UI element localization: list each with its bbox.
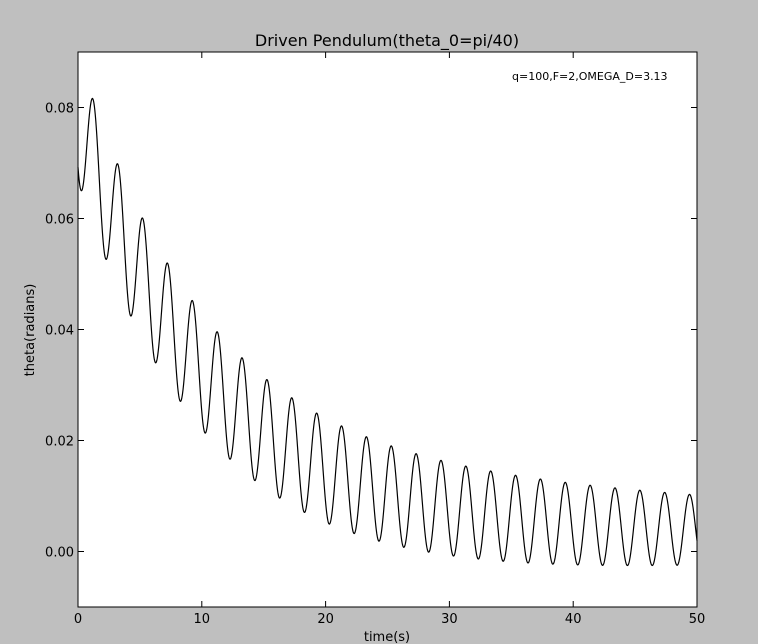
y-tick-label: 0.08 [45,102,74,117]
axes-frame [77,51,698,608]
chart-title: Driven Pendulum(theta_0=pi/40) [255,31,519,51]
y-tick-label: 0.04 [45,324,74,339]
x-tick-label: 40 [565,612,582,627]
y-axis-label: theta(radians) [23,284,38,377]
parameter-annotation: q=100,F=2,OMEGA_D=3.13 [512,70,668,83]
x-axis-label: time(s) [364,630,410,644]
x-tick-label: 0 [74,612,82,627]
plot-area [78,52,697,607]
y-tick-label: 0.02 [45,435,74,450]
y-tick-label: 0.06 [45,213,74,228]
x-tick-label: 30 [441,612,458,627]
series-line [77,97,698,567]
y-tick-label: 0.00 [45,546,74,561]
x-tick-label: 50 [689,612,706,627]
tick-labels: 0 10 20 30 40 50 0.00 0.02 0.04 0.06 0.08 [45,102,705,628]
x-tick-label: 10 [194,612,211,627]
x-tick-label: 20 [317,612,334,627]
